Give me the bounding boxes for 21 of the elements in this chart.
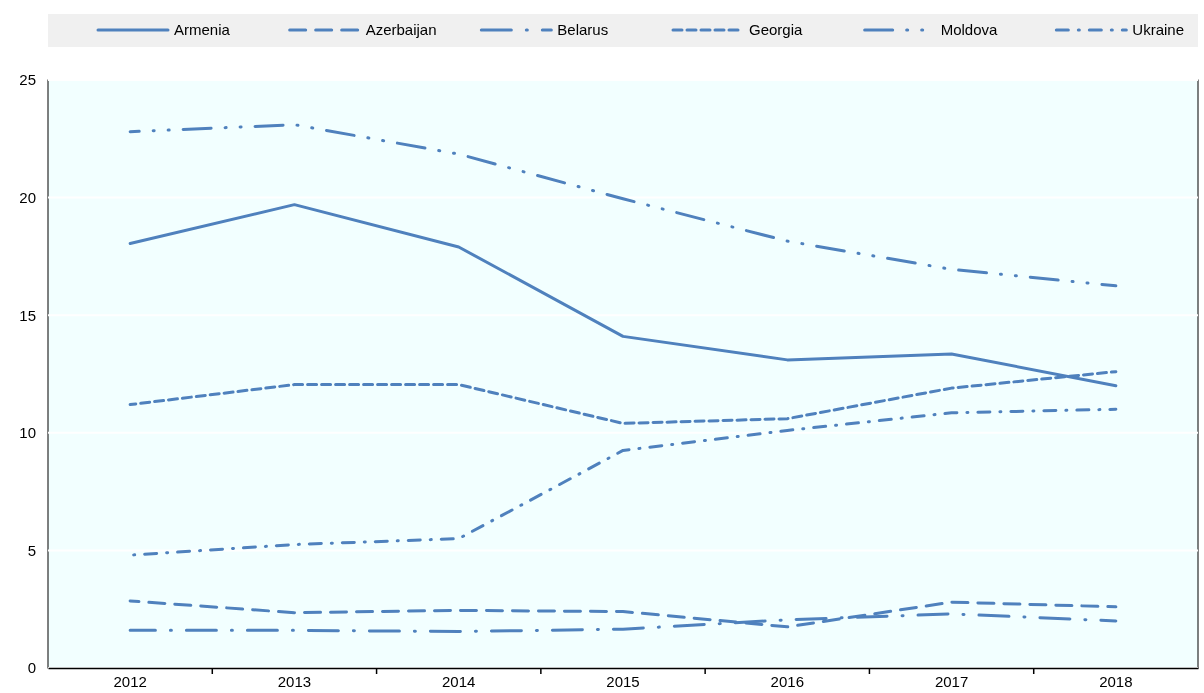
line-series [128, 599, 1118, 629]
x-tick-label: 2018 [1099, 672, 1133, 690]
y-tick-label: 25 [19, 71, 36, 89]
y-tick-label: 10 [19, 424, 36, 442]
x-tick-label: 2017 [934, 672, 969, 690]
legend-label: Azerbaijan [365, 21, 437, 38]
line-series [128, 123, 1118, 288]
legend-label: Belarus [557, 21, 609, 38]
y-tick-label: 5 [27, 541, 36, 559]
x-tick-label: 2013 [277, 672, 312, 690]
x-tick-label: 2014 [442, 672, 476, 690]
legend-label: Georgia [749, 21, 804, 38]
x-tick-label: 2015 [606, 672, 640, 690]
x-tick-label: 2016 [770, 672, 804, 690]
y-tick-label: 20 [19, 188, 36, 206]
y-tick-label: 0 [27, 659, 36, 677]
legend-label: Ukraine [1132, 21, 1185, 38]
x-tick-label: 2012 [113, 672, 147, 690]
legend-label: Armenia [174, 21, 231, 38]
legend-label: Moldova [940, 21, 999, 38]
y-tick-label: 15 [19, 306, 36, 324]
